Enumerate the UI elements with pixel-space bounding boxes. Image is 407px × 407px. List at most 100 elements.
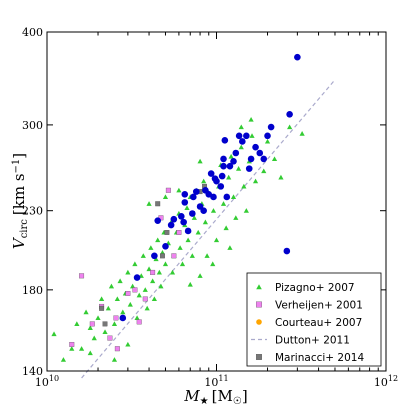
y-axis-label-sub: circ bbox=[19, 219, 30, 239]
legend-marker-courteau-2007 bbox=[256, 319, 262, 325]
blue-circle-point-43 bbox=[286, 111, 293, 118]
pizagno-2007-point-54 bbox=[195, 229, 201, 235]
pizagno-2007-point-18 bbox=[125, 269, 131, 275]
blue-circle-point-31 bbox=[232, 149, 240, 157]
pizagno-2007-point-55 bbox=[197, 273, 203, 278]
pizagno-2007-point-32 bbox=[153, 256, 159, 262]
verheijen-2001-point-1 bbox=[79, 273, 85, 279]
pizagno-2007-point-41 bbox=[169, 269, 176, 275]
x-axis-label-close: ] bbox=[242, 387, 248, 405]
pizagno-2007-point-10 bbox=[102, 329, 108, 335]
blue-circle-point-27 bbox=[221, 137, 229, 144]
marinacci-2014-point-0 bbox=[99, 305, 105, 311]
x-axis-label-main: M bbox=[183, 387, 200, 405]
x-axis-label-unit: [M bbox=[212, 387, 233, 405]
pizagno-2007-point-48 bbox=[184, 205, 190, 210]
pizagno-2007-point-16 bbox=[120, 309, 126, 315]
y-tick-label-180: 180 bbox=[22, 284, 43, 297]
blue-circle-point-37 bbox=[252, 143, 259, 151]
y-axis-label-unit: [km s bbox=[10, 173, 28, 215]
blue-circle-point-12 bbox=[189, 210, 196, 217]
pizagno-2007-point-57 bbox=[201, 178, 207, 184]
pizagno-2007-point-3 bbox=[74, 321, 80, 326]
pizagno-2007-point-23 bbox=[136, 292, 142, 298]
blue-circle-point-29 bbox=[226, 162, 234, 170]
pizagno-2007-point-27 bbox=[144, 305, 150, 311]
x-axis-label-sub: ★ bbox=[200, 396, 209, 407]
pizagno-2007-point-49 bbox=[185, 237, 191, 243]
pizagno-2007-point-81 bbox=[264, 138, 271, 144]
blue-circle-point-5 bbox=[167, 221, 175, 229]
pizagno-2007-point-77 bbox=[249, 133, 255, 138]
verheijen-2001-point-13 bbox=[165, 187, 171, 193]
legend-label-dutton-2011: Dutton+ 2011 bbox=[275, 335, 350, 347]
pizagno-2007-point-88 bbox=[197, 158, 203, 164]
pizagno-2007-point-7 bbox=[91, 335, 97, 341]
pizagno-2007-point-34 bbox=[156, 269, 162, 275]
blue-circle-point-10 bbox=[181, 190, 189, 198]
blue-circle-point-42 bbox=[283, 247, 291, 255]
pizagno-2007-point-12 bbox=[108, 283, 115, 289]
y-tick-label-230: 230 bbox=[22, 205, 43, 218]
pizagno-2007-point-58 bbox=[202, 219, 208, 225]
verheijen-2001-point-2 bbox=[89, 321, 95, 327]
pizagno-2007-point-13 bbox=[111, 321, 118, 326]
pizagno-2007-point-75 bbox=[243, 208, 249, 213]
pizagno-2007-point-63 bbox=[213, 237, 220, 243]
axis-ticks: 140 180 230 300 400 1010 1011 1012 bbox=[22, 26, 398, 389]
pizagno-2007-point-71 bbox=[233, 215, 239, 220]
legend-label-verheijen-2001: Verheijen+ 2001 bbox=[275, 300, 363, 312]
blue-circle-point-35 bbox=[245, 165, 253, 172]
pizagno-2007-point-35 bbox=[158, 283, 164, 289]
pizagno-2007-point-94 bbox=[187, 281, 193, 287]
legend-marker-verheijen-2001 bbox=[256, 301, 262, 308]
blue-circle-point-16 bbox=[200, 207, 207, 214]
blue-circle-point-9 bbox=[181, 199, 189, 206]
pizagno-2007-point-11 bbox=[105, 305, 111, 311]
verheijen-2001-point-0 bbox=[69, 341, 75, 347]
pizagno-2007-point-80 bbox=[261, 168, 267, 174]
pizagno-2007-point-6 bbox=[87, 325, 93, 330]
blue-circle-point-3 bbox=[154, 217, 162, 224]
legend-marker-pizagno-2007 bbox=[256, 284, 262, 290]
verheijen-2001-point-10 bbox=[142, 296, 148, 302]
pizagno-2007-point-69 bbox=[228, 153, 234, 159]
legend-label-pizagno-2007: Pizagno+ 2007 bbox=[275, 282, 355, 294]
legend-label-marinacci-2014: Marinacci+ 2014 bbox=[275, 352, 364, 364]
blue-circle-point-22 bbox=[213, 177, 220, 185]
pizagno-2007-point-46 bbox=[179, 261, 186, 267]
pizagno-2007-point-91 bbox=[146, 201, 152, 206]
legend: Pizagno+ 2007 Verheijen+ 2001 Courteau+ 20… bbox=[246, 272, 382, 367]
verheijen-2001-point-8 bbox=[132, 287, 138, 293]
pizagno-2007-point-25 bbox=[140, 253, 146, 258]
blue-circle-point-28 bbox=[223, 193, 231, 201]
y-tick-label-300: 300 bbox=[22, 119, 43, 132]
pizagno-2007-point-72 bbox=[235, 166, 242, 171]
pizagno-2007-point-30 bbox=[150, 278, 156, 284]
pizagno-2007-point-92 bbox=[210, 261, 216, 267]
pizagno-2007-point-51 bbox=[189, 253, 195, 258]
blue-circle-point-33 bbox=[239, 138, 246, 145]
pizagno-2007-point-5 bbox=[83, 309, 89, 315]
pizagno-2007-point-85 bbox=[299, 131, 305, 136]
verheijen-2001-point-15 bbox=[176, 230, 182, 235]
pizagno-2007-point-59 bbox=[204, 253, 210, 258]
pizagno-2007-point-67 bbox=[223, 225, 229, 231]
pizagno-2007-point-87 bbox=[238, 124, 244, 130]
pizagno-2007-point-97 bbox=[87, 350, 93, 356]
y-axis-label-main: V bbox=[10, 236, 28, 249]
pizagno-2007-point-33 bbox=[155, 237, 161, 243]
y-axis-label-close: ] bbox=[10, 153, 28, 159]
verheijen-2001-point-5 bbox=[113, 315, 119, 321]
pizagno-2007-point-9 bbox=[99, 296, 105, 302]
blue-circle-point-13 bbox=[190, 193, 197, 201]
pizagno-2007-point-22 bbox=[134, 315, 140, 321]
pizagno-2007-point-19 bbox=[127, 301, 133, 307]
pizagno-2007-point-15 bbox=[117, 278, 123, 284]
pizagno-2007-point-0 bbox=[51, 331, 57, 337]
blue-circle-point-7 bbox=[178, 213, 185, 220]
blue-circle-point-36 bbox=[247, 155, 255, 163]
blue-circle-point-38 bbox=[256, 149, 264, 157]
pizagno-2007-point-21 bbox=[132, 261, 138, 267]
